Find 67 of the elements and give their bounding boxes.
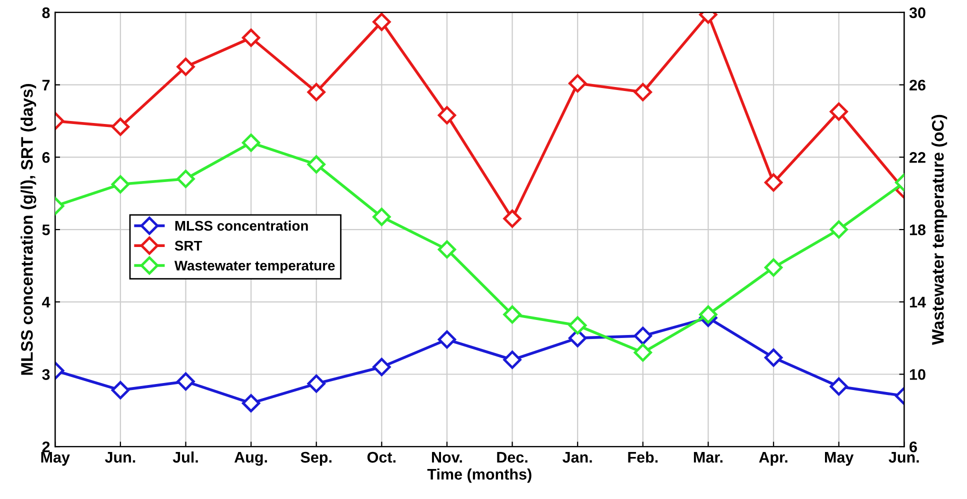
point <box>438 106 456 124</box>
point <box>764 348 783 367</box>
point <box>830 102 848 121</box>
point <box>176 372 195 391</box>
x-axis-title: Time (months) <box>427 468 532 483</box>
point <box>503 210 522 228</box>
point <box>438 240 456 259</box>
point <box>830 377 848 396</box>
point <box>568 316 587 335</box>
point <box>242 394 260 412</box>
point <box>634 326 652 346</box>
point <box>176 58 195 76</box>
point <box>372 12 391 31</box>
x-tick-label: Feb. <box>628 451 658 463</box>
legend-label: SRT <box>174 240 202 251</box>
point <box>307 374 326 393</box>
y2-tick-label: 6 <box>910 441 917 452</box>
y2-axis-title: Wastewater temperature (oC) <box>932 114 948 345</box>
y-tick-label: 8 <box>42 7 50 18</box>
x-tick-label: May <box>825 452 854 466</box>
y2-tick-label: 10 <box>910 369 926 380</box>
x-tick-label: Nov. <box>432 452 462 463</box>
point <box>307 82 326 102</box>
point <box>372 358 391 376</box>
point <box>503 350 522 369</box>
x-tick-label: Apr. <box>759 452 788 466</box>
point <box>111 175 130 194</box>
point <box>242 134 260 152</box>
point <box>830 220 848 239</box>
point <box>438 330 456 349</box>
point <box>176 170 195 188</box>
point <box>372 208 391 226</box>
x-tick-label: Dec. <box>497 452 528 463</box>
y2-tick-label: 30 <box>909 7 926 18</box>
point <box>242 28 260 47</box>
x-tick-label: Jun. <box>104 452 136 463</box>
point <box>307 155 326 174</box>
y-tick-label: 7 <box>42 80 50 90</box>
point <box>111 118 130 136</box>
y-tick-label: 3 <box>42 369 50 380</box>
legend-label: MLSS concentration <box>175 220 308 231</box>
y-tick-label: 6 <box>42 152 50 163</box>
x-tick-label: Jan. <box>562 452 592 463</box>
point <box>503 305 522 324</box>
x-tick-label: May <box>41 452 70 466</box>
point <box>634 82 652 102</box>
y-axis-title: MLSS concentration (g/l), SRT (days) <box>20 84 36 375</box>
y2-tick-label: 18 <box>910 224 926 236</box>
x-tick-label: Sep. <box>300 452 332 466</box>
point <box>568 74 587 92</box>
x-tick-label: Aug. <box>234 452 267 466</box>
x-tick-label: Jul. <box>172 451 198 463</box>
x-tick-label: Mar. <box>694 452 722 463</box>
x-tick-label: Jun. <box>888 452 919 463</box>
point <box>699 305 718 324</box>
x-tick-label: Oct. <box>367 452 396 463</box>
point <box>111 381 130 400</box>
legend-label: Wastewater temperature <box>174 260 335 274</box>
y-tick-label: 5 <box>42 224 50 236</box>
y2-tick-label: 14 <box>910 296 926 308</box>
point <box>764 173 783 192</box>
y2-tick-label: 26 <box>910 80 926 91</box>
point <box>634 343 652 362</box>
y-tick-label: 4 <box>42 296 50 308</box>
y2-tick-label: 22 <box>910 152 926 163</box>
point <box>764 258 783 277</box>
y-tick-label: 2 <box>42 441 50 452</box>
